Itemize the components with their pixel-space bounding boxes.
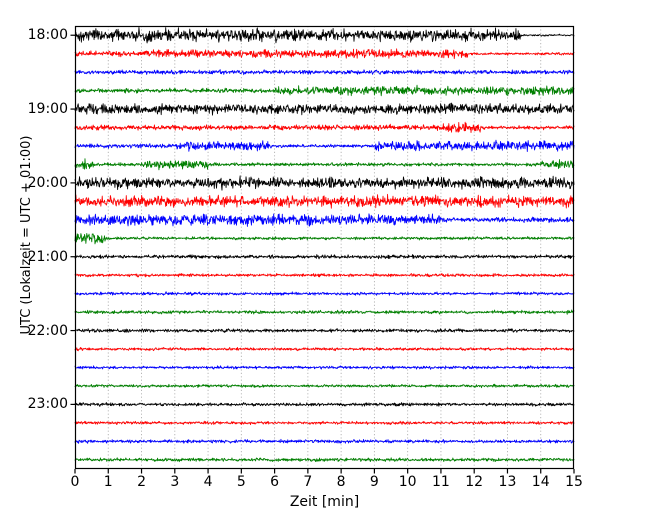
seismogram-trace [74,139,575,152]
x-tick-label: 10 [398,474,417,490]
gridlines [75,26,574,469]
x-tick-label: 4 [203,474,213,490]
seismogram-trace [74,213,575,227]
seismogram-trace [74,328,575,333]
x-tick-label: 8 [336,474,346,490]
seismogram-trace [74,309,575,315]
x-tick-label: 11 [432,474,450,490]
seismogram-trace [74,102,575,116]
x-tick-label: 12 [465,474,484,490]
seismogram-trace [74,438,575,444]
x-tick-label: 5 [236,474,246,490]
x-tick-label: 15 [565,474,583,490]
seismogram-trace [74,84,575,97]
seismogram-trace [74,457,575,463]
seismogram-trace [74,48,575,60]
seismogram-trace [74,383,575,389]
seismogram-trace [74,193,575,209]
y-axis-tick-labels: 18:00 19:00 20:00 21:00 22:00 23:00 [8,0,68,520]
x-tick-label: 13 [498,474,517,490]
x-tick-label: 0 [70,474,80,490]
y-tick-label: 21:00 [27,248,68,265]
seismogram-trace [74,26,575,44]
seismogram-trace [74,346,575,352]
y-tick-label: 22:00 [27,322,68,339]
x-tick-label: 9 [369,474,379,490]
y-tick-label: 18:00 [27,27,68,44]
trace-layer [74,26,575,463]
x-axis-label: Zeit [min] [289,494,360,510]
seismogram-trace [74,121,575,134]
seismogram-trace [74,254,575,260]
x-tick-label: 6 [270,474,280,490]
seismogram-trace [74,365,575,370]
seismogram-trace [74,273,575,278]
y-axis-label: UTC (Lokalzeit = UTC + 01:00) [19,135,34,335]
x-tick-label: 14 [531,474,550,490]
y-tick-label: 23:00 [27,396,68,413]
seismogram-trace [74,291,575,296]
x-tick-label: 2 [137,474,146,490]
seismogram-trace [74,69,575,76]
axes-frame [74,25,575,470]
seismogram-trace [74,175,575,191]
seismogram-trace [74,420,575,426]
y-tick-label: 19:00 [27,101,68,118]
x-tick-label: 3 [170,474,180,490]
seismogram-trace [74,402,575,407]
tick-marks [70,34,575,474]
y-tick-label: 20:00 [27,174,68,191]
seismogram-trace [74,233,575,245]
x-tick-label: 7 [303,474,313,490]
plot-frame [74,25,575,470]
x-tick-label: 1 [103,474,113,490]
seismogram-trace [74,158,575,171]
